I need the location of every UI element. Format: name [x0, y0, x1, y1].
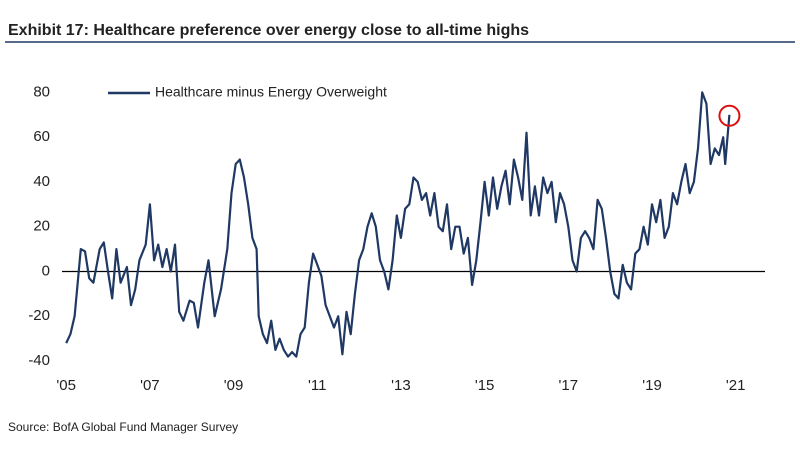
y-tick-label: 0	[42, 262, 50, 279]
legend-label: Healthcare minus Energy Overweight	[155, 84, 387, 100]
y-tick-label: 40	[33, 173, 50, 190]
x-tick-label: '19	[642, 377, 662, 394]
series-line	[65, 91, 731, 358]
x-tick-label: '17	[559, 377, 579, 394]
y-tick-label: -20	[28, 307, 50, 324]
y-tick-label: -40	[28, 352, 50, 369]
x-tick-label: '09	[224, 377, 244, 394]
x-tick-label: '15	[475, 377, 495, 394]
y-tick-label: 60	[33, 128, 50, 145]
x-tick-label: '21	[726, 377, 746, 394]
chart-title: Exhibit 17: Healthcare preference over e…	[8, 22, 529, 39]
x-tick-label: '11	[308, 377, 326, 394]
x-tick-label: '05	[56, 377, 76, 394]
x-tick-label: '07	[140, 377, 160, 394]
y-tick-label: 20	[33, 218, 50, 235]
x-tick-label: '13	[391, 377, 411, 394]
source-note: Source: BofA Global Fund Manager Survey	[8, 420, 238, 434]
highlight-circle	[718, 104, 741, 127]
y-tick-label: 80	[33, 83, 50, 100]
